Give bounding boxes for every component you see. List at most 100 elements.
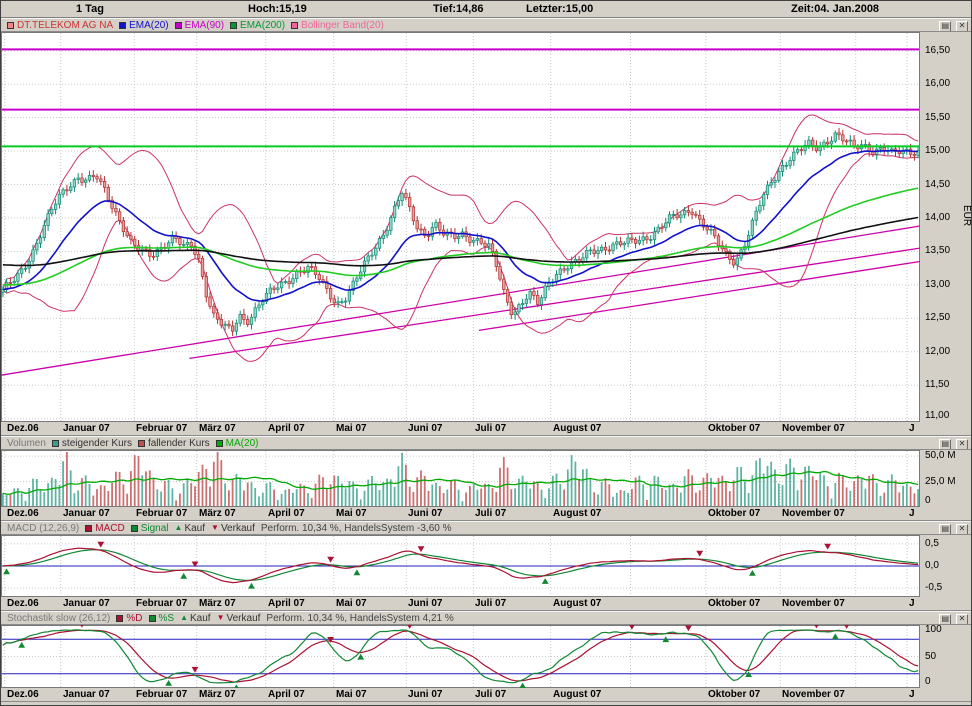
legend-label: Volumen [7, 438, 46, 449]
volume-panel-buttons: ▤ ✕ [937, 438, 968, 449]
legend-item: ▼ Verkauf [217, 612, 261, 624]
month-label: Oktober 07 [708, 689, 761, 700]
volume-chart[interactable] [1, 450, 920, 507]
period-label[interactable]: 1 Tag [76, 3, 104, 15]
month-label: April 07 [268, 423, 305, 434]
axis-tick-label: 100 [925, 624, 942, 635]
month-label: Oktober 07 [708, 508, 761, 519]
month-label: August 07 [553, 423, 602, 434]
legend-item: ▲ Kauf [180, 612, 211, 624]
panel-settings-button[interactable]: ▤ [939, 523, 952, 534]
quote-time-label: Zeit:04. Jan.2008 [791, 3, 880, 15]
panel-settings-button[interactable]: ▤ [939, 438, 952, 449]
tri-up-icon: ▲ [174, 523, 183, 532]
legend-label: EMA(200) [240, 20, 286, 31]
axis-tick-label: 0 [925, 495, 931, 506]
panel-close-button[interactable]: ✕ [956, 438, 968, 449]
month-label: März 07 [199, 508, 236, 519]
legend-label: Bollinger Band(20) [301, 20, 384, 31]
month-label: Mai 07 [336, 689, 367, 700]
legend-label: Verkauf [220, 523, 255, 534]
month-label: Juni 07 [408, 423, 443, 434]
stochastic-chart[interactable] [1, 625, 920, 688]
stochastic-x-axis: Dez.06 Januar 07 Februar 07 März 07 April 07… [1, 688, 971, 702]
macd-legend: MACD (12,26,9) MACD Signal ▲ Kauf ▼ Verkauf Per… [1, 522, 452, 534]
day-high-label: Hoch:15,19 [248, 3, 307, 15]
axis-tick-label: 25,0 M [925, 475, 956, 487]
plot-macd-svg [1, 535, 920, 597]
macd-legend-bar: MACD (12,26,9) MACD Signal ▲ Kauf ▼ Verkauf Per… [1, 521, 971, 535]
month-label: Juni 07 [408, 598, 443, 609]
macd-axis: 0,5 0,0 -0,5 [920, 535, 971, 597]
month-label: November 07 [782, 598, 845, 609]
legend-color-icon [174, 22, 182, 29]
tri-down-icon: ▼ [211, 523, 219, 532]
stochastic-panel-buttons: ▤ ✕ [937, 613, 968, 624]
axis-tick-label: -0,5 [925, 582, 943, 594]
axis-tick-label: 0,5 [925, 537, 939, 549]
volume-axis: 50,0 M 25,0 M 0 [920, 450, 971, 507]
chart-info-bar: 1 Tag Hoch:15,19 Tief:14,86 Letzter:15,0… [1, 1, 971, 18]
month-label: Januar 07 [63, 423, 110, 434]
macd-x-axis: Dez.06 Januar 07 Februar 07 März 07 April 07… [1, 597, 971, 611]
axis-tick-label: 50,0 M [925, 450, 956, 462]
legend-item: %S [148, 612, 174, 624]
axis-tick-label: 12,00 [925, 345, 951, 357]
month-label: Juli 07 [475, 689, 507, 700]
month-label: J [909, 598, 915, 609]
price-axis: EUR 16,50 16,00 15,50 15,00 14,50 14,00 13,50 1… [920, 32, 972, 422]
legend-label: MA(20) [225, 438, 259, 449]
month-label: August 07 [553, 689, 602, 700]
currency-label: EUR [961, 204, 972, 227]
month-label: Oktober 07 [708, 423, 761, 434]
legend-item: Bollinger Band(20) [291, 19, 384, 31]
legend-item: MACD (12,26,9) [7, 522, 79, 534]
stochastic-legend: Stochastik slow (26,12) %D %S ▲ Kauf ▼ Verkauf… [1, 612, 454, 624]
stochastic-axis: 100 50 0 [920, 625, 971, 688]
legend-color-icon [230, 22, 238, 29]
volume-legend-bar: Volumen steigender Kurs fallender Kurs MA(2… [1, 436, 971, 450]
axis-tick-label: 11,00 [925, 410, 950, 421]
axis-tick-label: 0 [925, 676, 931, 687]
legend-item: steigender Kurs [51, 437, 132, 449]
legend-color-icon [85, 525, 93, 532]
axis-tick-label: 0,0 [925, 560, 939, 571]
legend-color-icon [291, 22, 299, 29]
plot-vol-svg [1, 450, 920, 507]
month-label: April 07 [268, 508, 305, 519]
legend-label: EMA(90) [184, 20, 225, 31]
legend-label: Perform. 10,34 %, HandelsSystem 4,21 % [266, 613, 454, 624]
price-panel: DT.TELEKOM AG NA EMA(20) EMA(90) EMA(200) Bo… [1, 18, 972, 436]
legend-label: Signal [140, 523, 169, 534]
price-chart[interactable] [1, 32, 920, 422]
month-label: Dez.06 [7, 423, 39, 434]
month-label: Mai 07 [336, 508, 367, 519]
axis-tick-label: 15,00 [925, 145, 951, 157]
legend-item: %D [116, 612, 143, 624]
month-label: Dez.06 [7, 508, 39, 519]
axis-tick-label: 12,50 [925, 312, 951, 324]
month-label: Juni 07 [408, 689, 443, 700]
legend-label: DT.TELEKOM AG NA [17, 20, 114, 31]
month-label: Oktober 07 [708, 598, 761, 609]
legend-label: EMA(20) [129, 20, 169, 31]
legend-color-icon [215, 440, 223, 447]
panel-settings-button[interactable]: ▤ [939, 20, 952, 31]
axis-tick-label: 13,00 [925, 278, 951, 290]
month-label: Juli 07 [475, 423, 507, 434]
axis-tick-label: 14,50 [925, 178, 951, 190]
legend-item: Volumen [7, 437, 46, 449]
price-panel-buttons: ▤ ✕ [937, 20, 968, 31]
legend-item: Stochastik slow (26,12) [7, 612, 110, 624]
macd-panel: MACD (12,26,9) MACD Signal ▲ Kauf ▼ Verkauf Per… [1, 521, 971, 611]
panel-close-button[interactable]: ✕ [956, 613, 968, 624]
month-label: Juli 07 [475, 508, 507, 519]
legend-label: fallender Kurs [147, 438, 210, 449]
panel-settings-button[interactable]: ▤ [939, 613, 952, 624]
macd-chart[interactable] [1, 535, 920, 597]
price-plot-row: EUR 16,50 16,00 15,50 15,00 14,50 14,00 13,50 1… [1, 32, 972, 422]
month-label: Februar 07 [136, 508, 188, 519]
plot-stoch-svg [1, 625, 920, 688]
panel-close-button[interactable]: ✕ [956, 20, 968, 31]
panel-close-button[interactable]: ✕ [956, 523, 968, 534]
